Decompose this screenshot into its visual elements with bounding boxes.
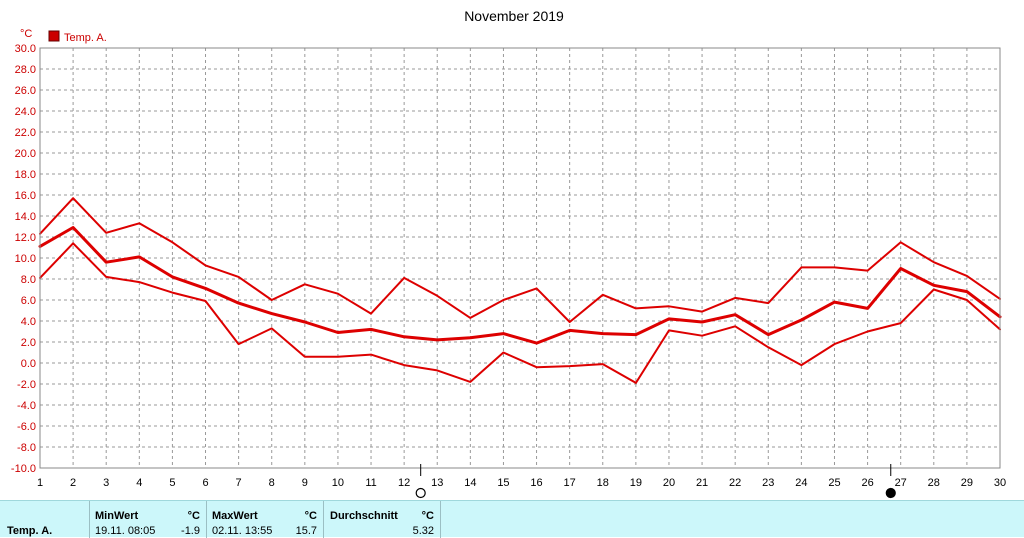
- y-tick-label: 10.0: [15, 253, 36, 265]
- x-tick-label: 28: [928, 477, 940, 489]
- y-tick-label: 12.0: [15, 232, 36, 244]
- x-tick-label: 17: [564, 477, 576, 489]
- avg-value: 5.32: [412, 525, 434, 537]
- avg-header: Durchschnitt: [330, 510, 398, 522]
- max-value: 15.7: [295, 525, 317, 537]
- x-axis: 1 2 3 4 5 6 7 8 9 10 11 12 13 14 15 16 17 18 19 20 21 22 23 24 2…: [37, 477, 1006, 489]
- x-tick-label: 14: [464, 477, 476, 489]
- series-min-line: [39, 242, 1001, 384]
- min-time: 19.11. 08:05: [95, 525, 156, 537]
- y-tick-label: 2.0: [21, 337, 36, 349]
- legend-label: Temp. A.: [64, 32, 107, 44]
- y-tick-label: 26.0: [15, 85, 36, 97]
- y-tick-label: 16.0: [15, 190, 36, 202]
- y-tick-label: 8.0: [21, 274, 36, 286]
- min-cell: MinWert °C 19.11. 08:05 -1.9: [89, 501, 206, 538]
- x-tick-label: 7: [236, 477, 242, 489]
- x-tick-label: 12: [398, 477, 410, 489]
- avg-unit: °C: [421, 510, 434, 522]
- y-tick-label: 14.0: [15, 211, 36, 223]
- y-tick-label: 0.0: [21, 358, 36, 370]
- x-tick-label: 5: [169, 477, 175, 489]
- x-tick-label: 6: [202, 477, 208, 489]
- y-tick-label: 22.0: [15, 127, 36, 139]
- max-header: MaxWert: [212, 510, 258, 522]
- stats-row-label: Temp. A.: [7, 525, 53, 537]
- grid: [40, 48, 1000, 468]
- series-max-line: [39, 197, 1001, 323]
- x-tick-label: 22: [729, 477, 741, 489]
- x-tick-label: 23: [762, 477, 774, 489]
- x-tick-label: 21: [696, 477, 708, 489]
- avg-cell: Durchschnitt °C 5.32: [323, 501, 441, 538]
- chart-title: November 2019: [464, 8, 564, 24]
- max-cell: MaxWert °C 02.11. 13:55 15.7: [206, 501, 323, 538]
- x-tick-label: 1: [37, 477, 43, 489]
- x-tick-label: 30: [994, 477, 1006, 489]
- x-tick-label: 24: [795, 477, 807, 489]
- legend-swatch: [48, 30, 60, 42]
- stats-row-label-cell: Temp. A.: [0, 501, 89, 538]
- max-time: 02.11. 13:55: [212, 525, 273, 537]
- x-tick-label: 26: [861, 477, 873, 489]
- y-tick-label: 20.0: [15, 148, 36, 160]
- y-tick-label: 30.0: [15, 43, 36, 55]
- min-header: MinWert: [95, 510, 139, 522]
- x-tick-label: 4: [136, 477, 142, 489]
- y-tick-label: 28.0: [15, 64, 36, 76]
- x-tick-label: 16: [530, 477, 542, 489]
- x-tick-label: 8: [269, 477, 275, 489]
- plot-area: [38, 197, 1002, 384]
- x-tick-label: 19: [630, 477, 642, 489]
- max-unit: °C: [304, 510, 317, 522]
- full-moon-icon: [415, 487, 426, 499]
- y-tick-label: -8.0: [17, 442, 36, 454]
- x-tick-label: 27: [895, 477, 907, 489]
- y-axis-unit: °C: [20, 28, 32, 40]
- x-tick-label: 11: [365, 477, 376, 489]
- x-tick-label: 29: [961, 477, 973, 489]
- y-tick-label: -4.0: [17, 400, 36, 412]
- y-tick-label: 6.0: [21, 295, 36, 307]
- y-tick-label: 18.0: [15, 169, 36, 181]
- temperature-chart: November 2019 °C Temp. A. 30.028.026.024…: [11, 8, 1006, 499]
- x-tick-label: 15: [497, 477, 509, 489]
- new-moon-icon: [885, 487, 896, 499]
- plot-border: [39, 47, 1001, 469]
- y-tick-label: 24.0: [15, 106, 36, 118]
- moon-phases: [415, 464, 896, 499]
- y-tick-label: -10.0: [11, 463, 36, 475]
- x-tick-label: 20: [663, 477, 675, 489]
- min-value: -1.9: [181, 525, 200, 537]
- x-tick-label: 18: [597, 477, 609, 489]
- x-tick-label: 13: [431, 477, 443, 489]
- y-tick-label: -6.0: [17, 421, 36, 433]
- x-tick-label: 25: [828, 477, 840, 489]
- x-tick-label: 2: [70, 477, 76, 489]
- y-tick-label: 4.0: [21, 316, 36, 328]
- x-tick-label: 3: [103, 477, 109, 489]
- stats-bar: Temp. A. MinWert °C 19.11. 08:05 -1.9 Ma…: [0, 500, 1024, 538]
- min-unit: °C: [187, 510, 200, 522]
- y-tick-label: -2.0: [17, 379, 36, 391]
- x-tick-label: 9: [302, 477, 308, 489]
- x-tick-label: 10: [332, 477, 344, 489]
- y-axis: 30.0 28.0 26.0 24.0 22.0 20.0 18.0 16.0 14.0 12.0…: [11, 43, 36, 475]
- series-mean-line: [38, 226, 1002, 345]
